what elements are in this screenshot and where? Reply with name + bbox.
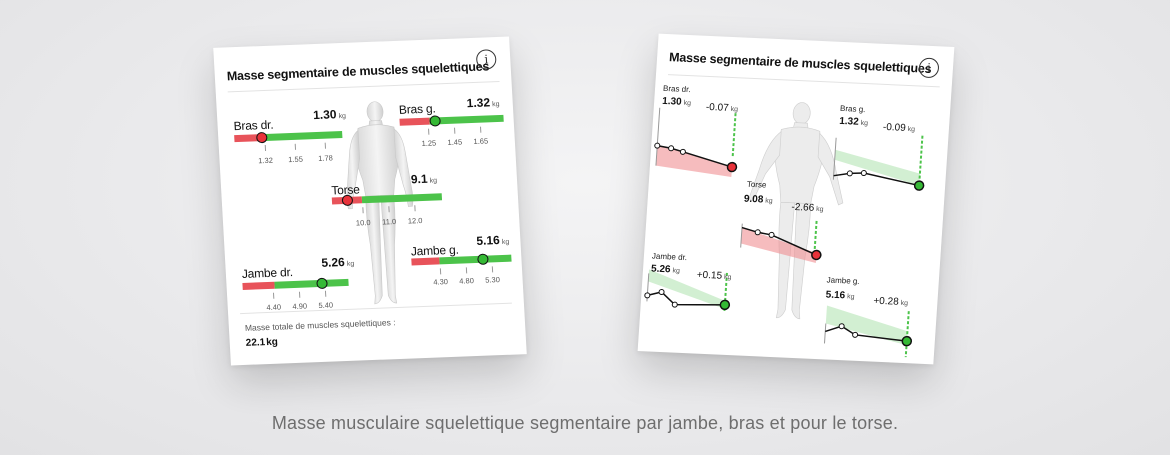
point <box>644 292 651 299</box>
jambe-g-marker <box>477 253 489 265</box>
point <box>754 229 761 236</box>
point <box>658 289 665 295</box>
tick-label: 1.45 <box>447 137 463 147</box>
point <box>654 142 661 149</box>
jambe-g-delta: +0.28kg <box>873 295 909 308</box>
divider <box>227 80 500 93</box>
jambe-g-trend-line <box>825 325 907 342</box>
bras-dr-delta: -0.07kg <box>705 101 739 114</box>
jambe-dr-bar <box>242 278 349 290</box>
jambe-dr-value: 5.26kg <box>650 263 681 276</box>
point <box>719 299 731 311</box>
jambe-dr-marker <box>316 277 328 290</box>
bras-g-value: 1.32kg <box>838 115 869 128</box>
bras-g-target-line <box>918 135 924 188</box>
axis <box>655 107 661 166</box>
jambe-g-value: 5.16kg <box>825 289 855 302</box>
tick-label: 12.0 <box>407 216 423 226</box>
jambe-dr-label: Jambe dr. <box>651 251 688 263</box>
torse-area <box>740 227 817 263</box>
torse-trend-line <box>741 226 817 256</box>
bras-g-marker <box>429 115 441 127</box>
bras-dr-value: 1.30kg <box>661 95 692 108</box>
bras-g-label: Bras g. <box>839 103 866 115</box>
jambe-dr-label: Jambe dr. <box>241 265 294 281</box>
tick-label: 10.0 <box>355 218 371 228</box>
bras-g-label: Bras g. <box>398 101 436 117</box>
bras-dr-target-line <box>731 113 737 158</box>
point <box>668 145 675 152</box>
tick <box>465 267 468 274</box>
point <box>846 170 853 177</box>
point <box>838 323 845 330</box>
jambe-dr-target-line <box>723 272 728 313</box>
tick-label: 1.25 <box>421 138 437 148</box>
tick <box>272 292 275 299</box>
card-title: Masse segmentaire de muscles squelettiqu… <box>226 59 490 84</box>
tick-label: 11.0 <box>381 217 397 227</box>
tick-label: 1.55 <box>288 154 304 165</box>
jambe-g-target-line <box>904 311 910 358</box>
torse-value: 9.08kg <box>743 193 773 206</box>
bras-g-trend-line <box>833 172 920 187</box>
tick-label: 1.65 <box>473 136 489 146</box>
trend-charts <box>644 107 925 358</box>
point <box>860 170 867 177</box>
jambe-g-area <box>825 305 908 346</box>
bras-dr-marker <box>256 131 268 144</box>
tick-label: 1.32 <box>258 155 274 166</box>
bras-g-area <box>834 149 920 186</box>
tick-label: 4.30 <box>433 277 449 287</box>
point <box>726 161 738 173</box>
torse-label: Torse <box>746 179 767 190</box>
tick <box>491 266 494 273</box>
point <box>679 148 686 155</box>
bras-dr-label: Bras dr. <box>233 117 274 134</box>
info-icon[interactable]: i <box>475 49 497 70</box>
point <box>913 180 925 191</box>
tick-label: 5.30 <box>485 275 501 285</box>
body-figure-icon <box>346 101 414 305</box>
jambe-dr-delta: +0.15kg <box>696 269 732 282</box>
tick <box>324 290 327 297</box>
point <box>671 301 678 308</box>
torse-target-line <box>813 220 818 255</box>
tick <box>294 143 297 150</box>
total-value: 22.1kg <box>245 336 279 349</box>
bras-dr-area <box>655 145 732 178</box>
bras-dr-label: Bras dr. <box>662 83 691 95</box>
tick <box>264 144 267 151</box>
jambe-g-label: Jambe g. <box>826 275 860 286</box>
bras-dr-bar <box>234 131 343 143</box>
jambe-dr-trend-line <box>647 291 725 306</box>
torse-value: 9.1 kg <box>410 171 438 187</box>
tick-label: 1.78 <box>317 153 334 163</box>
jambe-dr-area <box>648 269 726 309</box>
point <box>852 331 859 338</box>
point <box>901 335 913 347</box>
segment-trends-card: Masse segmentaire de muscles squelettiqu… <box>637 33 955 365</box>
axis <box>823 323 827 344</box>
caption: Masse musculaire squelettique segmentair… <box>271 413 899 433</box>
tick <box>454 127 456 134</box>
segment-bars-card: Masse segmentaire de muscles squelettiqu… <box>213 36 527 366</box>
torse-delta: -2.66kg <box>791 201 824 214</box>
tick <box>480 126 482 133</box>
tick <box>439 268 442 275</box>
bras-dr-trend-line <box>657 144 733 168</box>
tick <box>428 128 430 135</box>
bras-g-delta: -0.09kg <box>882 121 916 134</box>
total-label: Masse totale de muscles squelettiques : <box>244 317 396 333</box>
tick-label: 4.80 <box>459 276 475 286</box>
tick <box>298 291 301 298</box>
tick <box>324 142 327 149</box>
axis <box>832 137 837 180</box>
body-figure-icon <box>748 102 844 320</box>
point <box>811 249 822 261</box>
point <box>768 231 775 238</box>
